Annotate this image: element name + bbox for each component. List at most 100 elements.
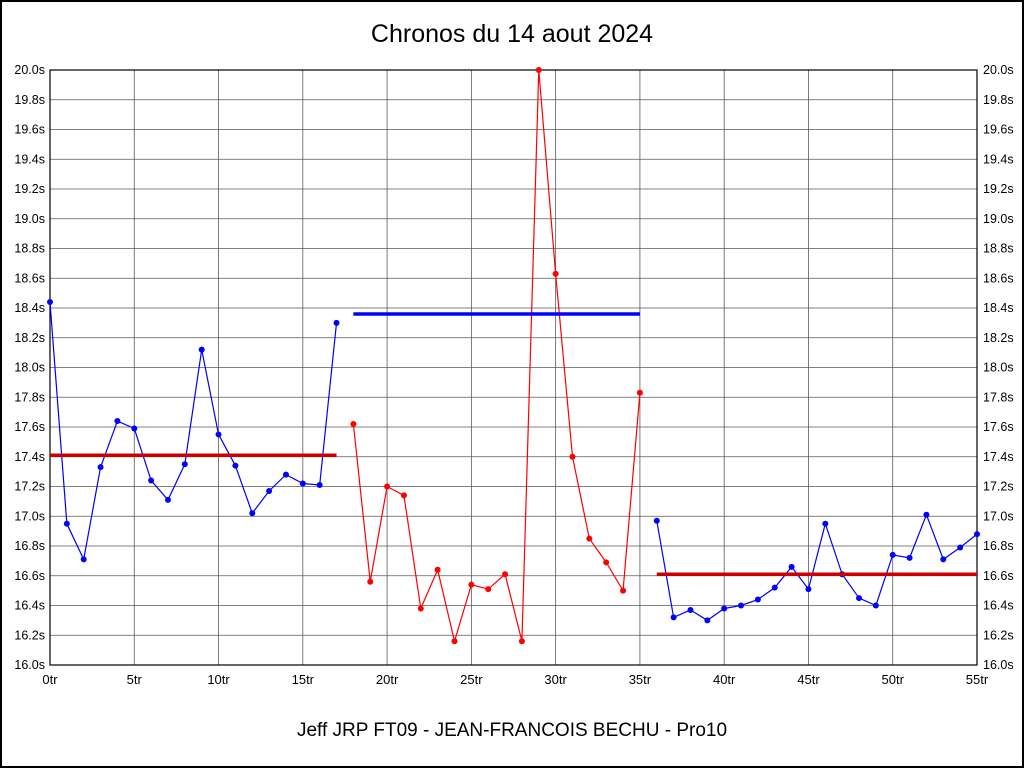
- y-axis-label-right: 18.8s: [983, 242, 1014, 256]
- stint-2-point: [434, 566, 441, 573]
- stint-2-point: [603, 559, 610, 566]
- stint-2-point: [518, 638, 525, 645]
- y-axis-label-right: 18.4s: [983, 301, 1014, 315]
- stint-2-point: [417, 605, 424, 612]
- chart-title: Chronos du 14 aout 2024: [370, 20, 654, 48]
- stint-1-point: [148, 477, 155, 484]
- stint-1-point: [232, 462, 239, 469]
- stint-3-point: [906, 554, 913, 561]
- stint-3-point: [754, 596, 761, 603]
- stint-1-point: [215, 431, 222, 438]
- stint-2-point: [468, 581, 475, 588]
- x-axis-label: 50tr: [882, 672, 905, 687]
- y-axis-label-left: 20.0s: [14, 63, 45, 77]
- stint-1-point: [47, 299, 53, 306]
- stint-2-point: [620, 587, 627, 594]
- y-axis-label-right: 18.2s: [983, 331, 1014, 345]
- x-axis-label: 35tr: [629, 672, 652, 687]
- stint-2-line: [352, 69, 641, 644]
- stint-2-point: [485, 586, 492, 593]
- x-axis-label: 25tr: [460, 672, 483, 687]
- x-axis-label: 45tr: [797, 672, 820, 687]
- stint-1-point: [282, 471, 289, 478]
- x-axis-label: 30tr: [544, 672, 567, 687]
- stint-2-point: [502, 571, 509, 578]
- stint-1-point: [63, 520, 70, 527]
- y-axis-label-left: 18.8s: [14, 242, 45, 256]
- y-axis-label-left: 16.0s: [14, 658, 45, 672]
- y-axis-label-left: 16.2s: [14, 628, 45, 642]
- y-axis-label-left: 16.4s: [14, 599, 45, 613]
- stint-3-point: [653, 517, 660, 524]
- y-axis-label-left: 18.6s: [14, 271, 45, 285]
- stint-1-point: [97, 464, 104, 471]
- x-axis-label: 40tr: [713, 672, 736, 687]
- y-axis-label-right: 16.2s: [983, 628, 1014, 642]
- stint-1-point: [249, 510, 256, 517]
- stint-3-point: [721, 605, 728, 612]
- stint-2-point: [636, 389, 643, 396]
- y-axis-label-left: 18.0s: [14, 361, 45, 375]
- y-axis-label-right: 17.6s: [983, 420, 1014, 434]
- x-axis-label: 0tr: [42, 672, 58, 687]
- stint-3-point: [940, 556, 947, 563]
- x-axis-label: 20tr: [376, 672, 399, 687]
- y-axis-label-right: 16.0s: [983, 658, 1014, 672]
- y-axis-label-left: 18.4s: [14, 301, 45, 315]
- y-axis-label-right: 17.0s: [983, 509, 1014, 523]
- stint-2-point: [350, 421, 357, 428]
- stint-1-line: [49, 302, 338, 562]
- stint-3-point: [974, 531, 980, 538]
- y-axis-label-right: 16.4s: [983, 599, 1014, 613]
- y-axis-label-left: 17.8s: [14, 390, 45, 404]
- stint-1-point: [131, 425, 138, 432]
- stint-3-point: [788, 563, 795, 570]
- x-axis-label: 15tr: [292, 672, 315, 687]
- stint-1-point: [316, 482, 323, 489]
- y-axis-label-left: 19.0s: [14, 212, 45, 226]
- y-axis-label-left: 19.2s: [14, 182, 45, 196]
- y-axis-label-right: 19.2s: [983, 182, 1014, 196]
- y-axis-label-right: 17.4s: [983, 450, 1014, 464]
- y-axis-label-right: 19.6s: [983, 123, 1014, 137]
- y-axis-label-left: 17.4s: [14, 450, 45, 464]
- y-axis-label-right: 20.0s: [983, 63, 1014, 77]
- stint-3-point: [704, 617, 711, 624]
- y-axis-label-right: 17.2s: [983, 480, 1014, 494]
- stint-2-point: [552, 270, 559, 277]
- y-axis-label-right: 16.8s: [983, 539, 1014, 553]
- stint-2-point: [400, 492, 407, 499]
- y-axis-label-right: 18.0s: [983, 361, 1014, 375]
- stint-3-point: [957, 544, 964, 551]
- stint-3-point: [923, 511, 930, 518]
- stint-2-point: [586, 535, 593, 542]
- stint-3-point: [856, 595, 863, 602]
- y-axis-label-left: 19.8s: [14, 93, 45, 107]
- stint-2-point: [535, 67, 542, 73]
- x-axis-label: 5tr: [127, 672, 143, 687]
- y-axis-label-right: 19.0s: [983, 212, 1014, 226]
- y-axis-label-right: 18.6s: [983, 271, 1014, 285]
- x-axis-label: 55tr: [966, 672, 989, 687]
- stint-3-point: [805, 586, 812, 593]
- y-axis-label-left: 16.6s: [14, 569, 45, 583]
- stint-3-point: [670, 614, 677, 621]
- y-axis-label-left: 16.8s: [14, 539, 45, 553]
- stint-3-line: [656, 513, 978, 622]
- stint-2-point: [569, 453, 576, 460]
- y-axis-label-right: 16.6s: [983, 569, 1014, 583]
- y-axis-label-left: 17.6s: [14, 420, 45, 434]
- stint-3-point: [738, 602, 745, 609]
- stint-3-point: [872, 602, 879, 609]
- y-axis-label-left: 17.0s: [14, 509, 45, 523]
- y-axis-label-right: 19.4s: [983, 152, 1014, 166]
- stint-1-point: [164, 496, 171, 503]
- stint-2-point: [451, 638, 458, 645]
- stint-1-point: [266, 487, 273, 494]
- plot-border: [49, 69, 978, 666]
- chart-subtitle: Jeff JRP FT09 - JEAN-FRANCOIS BECHU - Pr…: [296, 720, 728, 741]
- stint-3-point: [822, 520, 829, 527]
- y-axis-label-left: 18.2s: [14, 331, 45, 345]
- y-axis-label-right: 17.8s: [983, 390, 1014, 404]
